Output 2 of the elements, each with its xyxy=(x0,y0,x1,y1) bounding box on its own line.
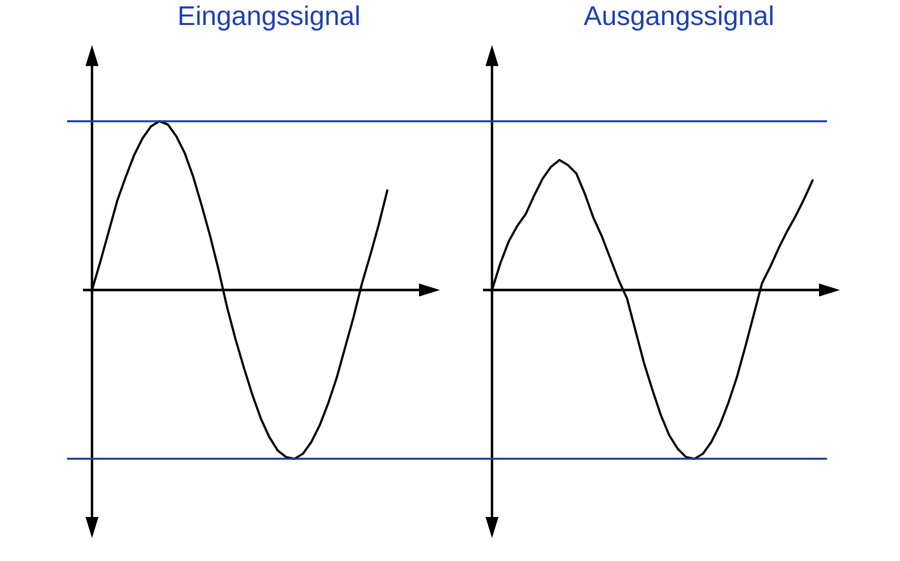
chart-title: Eingangssignal xyxy=(180,5,359,31)
chart-title: Ausgangssignal xyxy=(584,5,772,31)
